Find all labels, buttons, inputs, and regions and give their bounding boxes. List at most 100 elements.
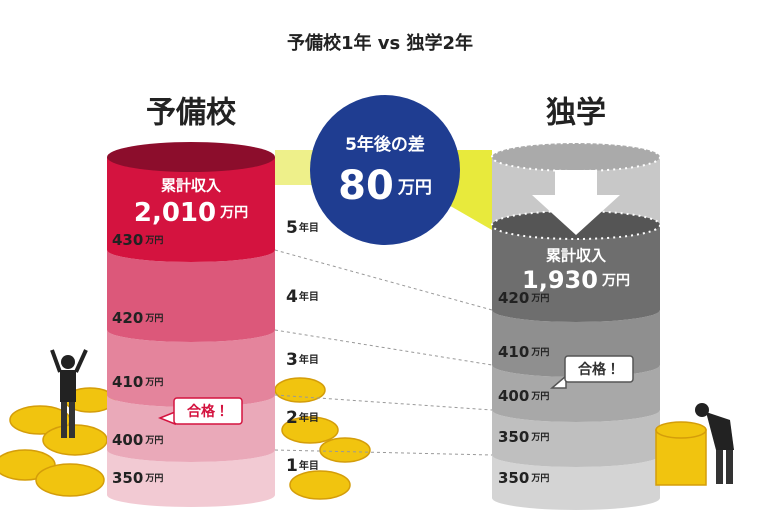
year-label: 2年目	[286, 408, 319, 428]
coin	[281, 416, 339, 444]
right-cylinder	[491, 142, 661, 510]
total-label: 累計収入	[546, 247, 606, 265]
layer-unit: 万円	[144, 435, 163, 446]
year-number: 3	[286, 350, 298, 370]
link	[274, 329, 493, 366]
badge-left: 合格！	[157, 397, 243, 426]
band	[492, 225, 660, 322]
badge-box	[173, 397, 243, 425]
layer-value: 430	[112, 231, 143, 249]
arm	[50, 349, 62, 373]
layer-unit: 万円	[144, 377, 163, 388]
layer-value: 410	[112, 373, 143, 391]
link	[274, 249, 493, 311]
layer-unit: 万円	[530, 347, 549, 358]
layer-unit: 万円	[144, 235, 163, 246]
year-label: 3年目	[286, 350, 319, 370]
ghost-top	[491, 142, 661, 172]
coin	[319, 437, 371, 463]
links	[274, 249, 493, 456]
stack	[655, 429, 707, 486]
total-value: 2,010 万円	[134, 198, 248, 228]
connector	[275, 150, 320, 185]
left-heading: 予備校	[146, 96, 236, 131]
layer-label: 350 万円	[498, 428, 549, 446]
layer-value: 350	[112, 469, 143, 487]
layer-label: 410 万円	[498, 343, 549, 361]
layer-value: 400	[112, 431, 143, 449]
year-number: 4	[286, 287, 298, 307]
layer-label: 400 万円	[498, 387, 549, 405]
year-suffix: 年目	[299, 221, 319, 234]
year-label: 4年目	[286, 287, 319, 307]
left-cylinder	[107, 142, 275, 507]
body	[60, 370, 76, 402]
layer-unit: 万円	[530, 473, 549, 484]
layer-label: 410 万円	[112, 373, 163, 391]
total-unit: 万円	[601, 273, 630, 289]
body	[706, 412, 734, 450]
leg	[716, 450, 723, 484]
layer-label: 420 万円	[112, 309, 163, 327]
year-suffix: 年目	[299, 411, 319, 424]
diff-number: 80	[338, 163, 394, 209]
total-number: 2,010	[134, 198, 216, 228]
coin	[289, 470, 351, 500]
title: 予備校1年 vs 独学2年	[287, 32, 473, 54]
layer-unit: 万円	[530, 391, 549, 402]
layer-unit: 万円	[530, 432, 549, 443]
leg	[61, 402, 67, 438]
person-left	[50, 349, 88, 438]
year-number: 5	[286, 218, 298, 238]
layer-label: 430 万円	[112, 231, 163, 249]
arm	[74, 349, 88, 373]
band	[492, 455, 660, 510]
layer-label: 350 万円	[112, 469, 163, 487]
band	[107, 250, 275, 342]
link	[274, 394, 493, 411]
layer-value: 420	[498, 289, 529, 307]
year-number: 2	[286, 408, 298, 428]
person-right	[695, 403, 734, 484]
layer-unit: 万円	[144, 313, 163, 324]
year-suffix: 年目	[299, 459, 319, 472]
band	[492, 410, 660, 467]
total-value: 1,930 万円	[522, 266, 630, 294]
layer-label: 420 万円	[498, 289, 549, 307]
layer-value: 410	[498, 343, 529, 361]
layer-label: 350 万円	[498, 469, 549, 487]
layer-value: 420	[112, 309, 143, 327]
diff-circle	[310, 95, 460, 245]
leg	[726, 450, 733, 484]
total-unit: 万円	[219, 205, 248, 221]
year-suffix: 年目	[299, 290, 319, 303]
year-number: 1	[286, 456, 298, 476]
diff-value: 80 万円	[338, 163, 432, 209]
layer-value: 350	[498, 428, 529, 446]
leg	[69, 402, 75, 438]
badge-right: 合格！	[549, 355, 634, 389]
total-label: 累計収入	[161, 177, 221, 195]
link	[274, 449, 493, 456]
year-label: 1年目	[286, 456, 319, 476]
band	[107, 330, 275, 407]
coin-stack	[655, 421, 707, 486]
band	[107, 450, 275, 507]
coin	[655, 421, 707, 439]
badge-text: 合格！	[187, 403, 229, 420]
diff-label: 5年後の差	[345, 134, 425, 155]
coin	[35, 463, 105, 497]
band	[107, 157, 275, 262]
layer-label: 400 万円	[112, 431, 163, 449]
diff-unit: 万円	[397, 178, 432, 198]
layer-unit: 万円	[144, 473, 163, 484]
badge-text: 合格！	[578, 361, 620, 378]
layer-value: 350	[498, 469, 529, 487]
head	[695, 403, 709, 417]
total-number: 1,930	[522, 266, 598, 294]
year-label: 5年目	[286, 218, 319, 238]
